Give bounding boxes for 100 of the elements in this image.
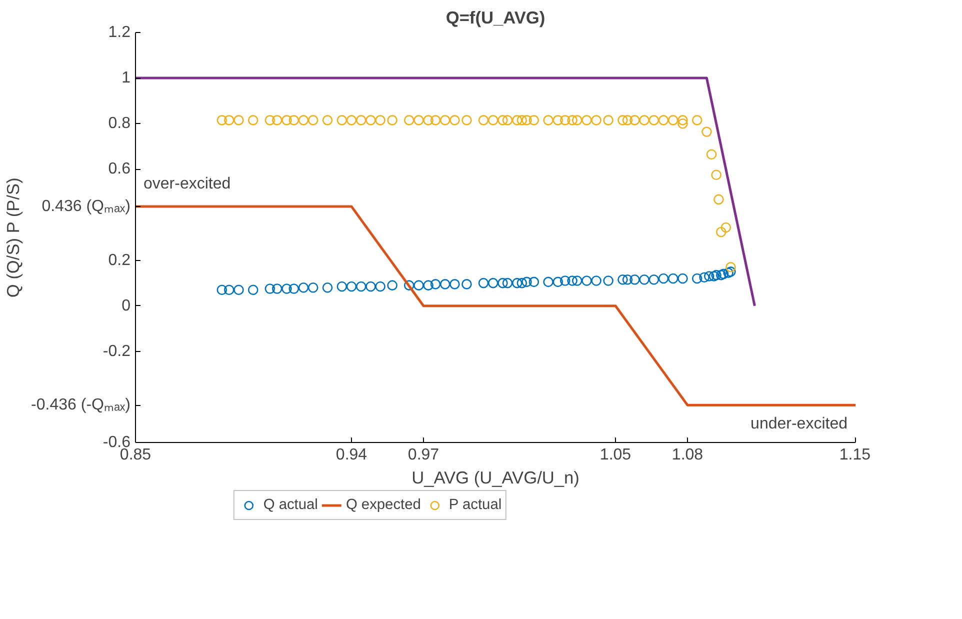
point	[224, 284, 234, 296]
point	[462, 115, 472, 126]
point	[622, 115, 633, 126]
point	[648, 274, 660, 285]
point	[512, 278, 522, 288]
y-tick-label: 0.6	[108, 160, 131, 178]
point	[288, 284, 300, 294]
point	[630, 115, 640, 126]
point	[272, 115, 282, 126]
point	[375, 281, 386, 292]
y-axis-title: Q (Q/S) P (P/S)	[3, 178, 24, 298]
point	[308, 115, 318, 126]
point	[639, 274, 650, 285]
point	[567, 276, 578, 286]
point	[648, 115, 660, 126]
chart-title: Q=f(U_AVG)	[446, 8, 546, 28]
point	[224, 115, 234, 126]
point	[498, 278, 508, 288]
point	[708, 271, 720, 282]
point	[678, 273, 688, 284]
point	[216, 115, 228, 126]
point	[528, 276, 540, 288]
point	[522, 115, 532, 126]
point	[366, 115, 376, 126]
point	[711, 170, 722, 180]
y-tick-label: 0.436 (Qₘₐₓ)	[42, 198, 131, 216]
point	[678, 115, 688, 126]
x-tick-label: 1.08	[672, 446, 704, 464]
point	[726, 266, 736, 277]
point	[718, 268, 729, 280]
x-tick-label: 1.15	[839, 446, 871, 464]
point	[516, 115, 528, 126]
point	[450, 279, 460, 290]
point	[234, 284, 244, 296]
point	[298, 115, 309, 126]
point	[603, 115, 614, 126]
point	[668, 273, 678, 284]
point	[430, 115, 441, 126]
point	[478, 115, 489, 126]
point	[498, 115, 508, 126]
point	[414, 115, 424, 126]
point	[618, 115, 628, 126]
point	[522, 276, 532, 288]
point	[414, 280, 424, 290]
point	[322, 282, 333, 293]
point	[572, 115, 582, 126]
point	[322, 115, 333, 126]
y-tick-label: 0	[122, 297, 131, 314]
point	[366, 281, 376, 292]
point	[478, 278, 489, 288]
point	[356, 281, 366, 292]
y-tick-label: 0.2	[108, 252, 131, 269]
point	[706, 149, 717, 160]
point	[346, 115, 357, 126]
point	[248, 284, 258, 296]
point	[440, 279, 450, 290]
point	[216, 284, 228, 296]
x-tick-label: 1.05	[600, 446, 632, 464]
point	[716, 226, 726, 238]
point	[560, 276, 570, 286]
point	[430, 279, 441, 290]
annotation: under-excited	[750, 416, 848, 432]
point	[234, 115, 244, 126]
point	[282, 284, 292, 294]
point	[387, 280, 398, 290]
y-tick-label: 1	[122, 70, 131, 87]
legend-label: Q actual	[263, 497, 318, 513]
point	[488, 278, 498, 288]
point	[572, 276, 582, 286]
point	[282, 115, 292, 126]
point	[622, 274, 633, 285]
legend-label: P actual	[448, 497, 502, 513]
point	[567, 115, 578, 126]
point	[404, 115, 414, 126]
point	[488, 115, 498, 126]
point	[723, 268, 734, 278]
point	[336, 281, 348, 292]
y-tick-label: -0.2	[102, 342, 131, 360]
x-tick-label: 0.94	[336, 446, 368, 464]
point	[618, 274, 628, 285]
point	[716, 270, 726, 280]
y-tick-label: 0.8	[108, 115, 131, 132]
point	[692, 273, 702, 284]
point	[552, 276, 564, 288]
x-tick-label: 0.85	[120, 446, 152, 464]
x-axis-title: U_AVG (U_AVG/U_n)	[412, 468, 580, 488]
point	[387, 115, 398, 126]
point	[630, 274, 640, 285]
point	[346, 281, 357, 292]
point	[528, 115, 540, 126]
point	[714, 194, 724, 205]
x-tick-label: 0.97	[408, 446, 440, 464]
point	[423, 280, 434, 290]
point	[248, 115, 258, 126]
y-tick-label: 1.2	[108, 24, 131, 41]
point	[658, 115, 669, 126]
point	[582, 276, 592, 286]
point	[711, 270, 722, 280]
point	[702, 126, 712, 137]
point	[678, 118, 688, 129]
